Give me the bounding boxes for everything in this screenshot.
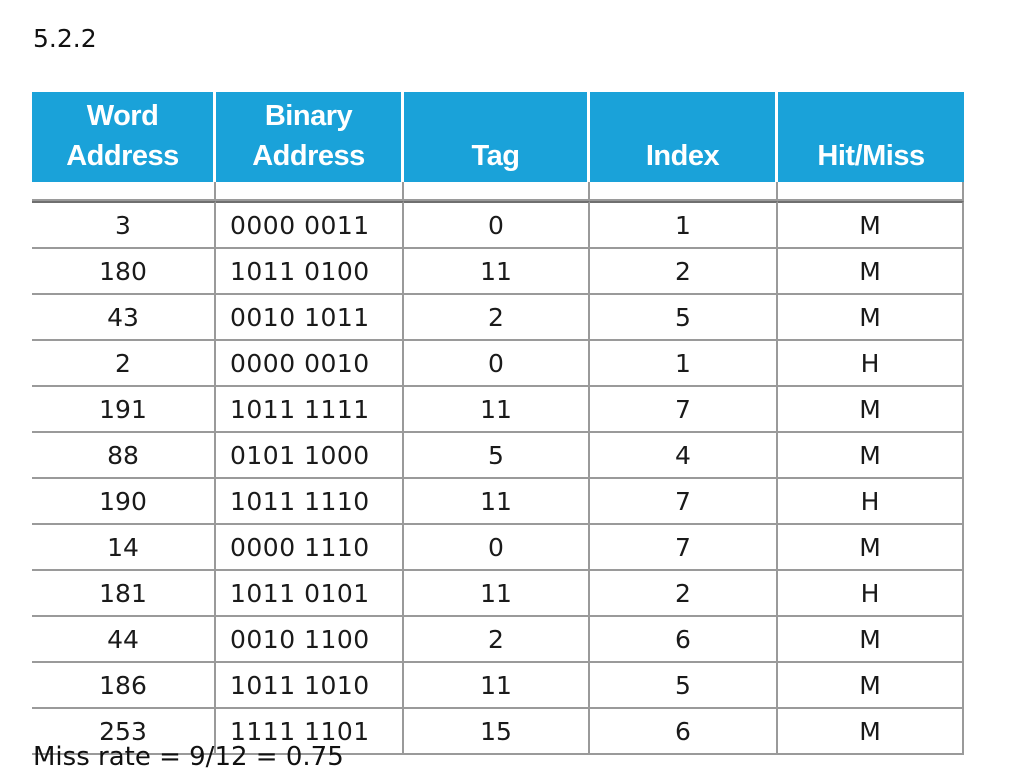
cell-binary-address: 0010 1011 bbox=[216, 295, 404, 341]
cell-word-address: 181 bbox=[32, 571, 216, 617]
table-body: 3 0000 0011 0 1 M 180 1011 0100 11 2 M 43 0010 1011… bbox=[32, 182, 964, 755]
header-index: Index bbox=[590, 92, 778, 182]
cell-hit-miss: M bbox=[778, 709, 964, 755]
cell-index: 6 bbox=[590, 709, 778, 755]
cell-hit-miss: M bbox=[778, 295, 964, 341]
miss-rate-summary: Miss rate = 9/12 = 0.75 bbox=[33, 742, 344, 772]
cell-tag: 2 bbox=[404, 617, 590, 663]
cell-hit-miss: M bbox=[778, 663, 964, 709]
cell-word-address: 190 bbox=[32, 479, 216, 525]
header-hit-miss: Hit/Miss bbox=[778, 92, 964, 182]
table-row: 190 1011 1110 11 7 H bbox=[32, 479, 964, 525]
cell-word-address: 2 bbox=[32, 341, 216, 387]
table-row: 43 0010 1011 2 5 M bbox=[32, 295, 964, 341]
cell-index: 7 bbox=[590, 479, 778, 525]
cell-hit-miss: M bbox=[778, 249, 964, 295]
cell-index: 7 bbox=[590, 525, 778, 571]
cell-word-address: 43 bbox=[32, 295, 216, 341]
cell-hit-miss: M bbox=[778, 433, 964, 479]
cell-word-address: 88 bbox=[32, 433, 216, 479]
cell-tag: 15 bbox=[404, 709, 590, 755]
table-header: Word Address Binary Address Tag Index Hi… bbox=[32, 92, 964, 182]
cell-hit-miss: M bbox=[778, 617, 964, 663]
cell-index: 2 bbox=[590, 249, 778, 295]
table-row: 3 0000 0011 0 1 M bbox=[32, 201, 964, 249]
spacer-cell bbox=[32, 182, 216, 201]
cell-hit-miss: H bbox=[778, 341, 964, 387]
cell-word-address: 191 bbox=[32, 387, 216, 433]
spacer-cell bbox=[216, 182, 404, 201]
cache-trace-table-container: Word Address Binary Address Tag Index Hi… bbox=[32, 92, 964, 755]
table-row: 44 0010 1100 2 6 M bbox=[32, 617, 964, 663]
cell-binary-address: 0000 1110 bbox=[216, 525, 404, 571]
spacer-cell bbox=[778, 182, 964, 201]
header-line: Word bbox=[86, 100, 159, 132]
cell-tag: 11 bbox=[404, 663, 590, 709]
section-label: 5.2.2 bbox=[33, 24, 97, 53]
cell-tag: 2 bbox=[404, 295, 590, 341]
cell-hit-miss: M bbox=[778, 387, 964, 433]
cell-binary-address: 1011 1010 bbox=[216, 663, 404, 709]
table-row: 181 1011 0101 11 2 H bbox=[32, 571, 964, 617]
cell-hit-miss: M bbox=[778, 201, 964, 249]
header-tag: Tag bbox=[404, 92, 590, 182]
table-row: 180 1011 0100 11 2 M bbox=[32, 249, 964, 295]
cell-binary-address: 0000 0010 bbox=[216, 341, 404, 387]
cell-binary-address: 0101 1000 bbox=[216, 433, 404, 479]
header-binary-address: Binary Address bbox=[216, 92, 404, 182]
cell-word-address: 3 bbox=[32, 201, 216, 249]
cell-tag: 11 bbox=[404, 387, 590, 433]
cell-word-address: 180 bbox=[32, 249, 216, 295]
header-line: Address bbox=[252, 140, 365, 172]
cell-hit-miss: H bbox=[778, 479, 964, 525]
spacer-cell bbox=[404, 182, 590, 201]
table-row: 191 1011 1111 11 7 M bbox=[32, 387, 964, 433]
cell-tag: 0 bbox=[404, 341, 590, 387]
cell-word-address: 14 bbox=[32, 525, 216, 571]
header-line: Tag bbox=[471, 140, 520, 172]
spacer-cell bbox=[590, 182, 778, 201]
cell-tag: 11 bbox=[404, 249, 590, 295]
cell-binary-address: 1011 1111 bbox=[216, 387, 404, 433]
header-line: Address bbox=[66, 140, 179, 172]
table-row: 2 0000 0010 0 1 H bbox=[32, 341, 964, 387]
cell-tag: 0 bbox=[404, 525, 590, 571]
header-line: Binary bbox=[264, 100, 353, 132]
cell-index: 1 bbox=[590, 341, 778, 387]
cell-tag: 0 bbox=[404, 201, 590, 249]
header-line: Hit/Miss bbox=[817, 140, 925, 172]
cell-binary-address: 0010 1100 bbox=[216, 617, 404, 663]
cell-tag: 11 bbox=[404, 479, 590, 525]
cell-index: 2 bbox=[590, 571, 778, 617]
table-row: 14 0000 1110 0 7 M bbox=[32, 525, 964, 571]
cell-word-address: 253 bbox=[32, 709, 216, 755]
header-spacer-row bbox=[32, 182, 964, 201]
table-row: 186 1011 1010 11 5 M bbox=[32, 663, 964, 709]
cell-index: 5 bbox=[590, 663, 778, 709]
cell-index: 4 bbox=[590, 433, 778, 479]
cell-binary-address: 1011 0101 bbox=[216, 571, 404, 617]
cell-binary-address: 1011 0100 bbox=[216, 249, 404, 295]
table-row: 88 0101 1000 5 4 M bbox=[32, 433, 964, 479]
cell-tag: 11 bbox=[404, 571, 590, 617]
cell-binary-address: 0000 0011 bbox=[216, 201, 404, 249]
cell-word-address: 186 bbox=[32, 663, 216, 709]
cell-hit-miss: H bbox=[778, 571, 964, 617]
cell-index: 6 bbox=[590, 617, 778, 663]
cell-word-address: 44 bbox=[32, 617, 216, 663]
cell-binary-address: 1011 1110 bbox=[216, 479, 404, 525]
header-word-address: Word Address bbox=[32, 92, 216, 182]
cell-binary-address: 1111 1101 bbox=[216, 709, 404, 755]
cell-index: 5 bbox=[590, 295, 778, 341]
cell-hit-miss: M bbox=[778, 525, 964, 571]
cell-index: 7 bbox=[590, 387, 778, 433]
cell-tag: 5 bbox=[404, 433, 590, 479]
cell-index: 1 bbox=[590, 201, 778, 249]
cache-trace-table: Word Address Binary Address Tag Index Hi… bbox=[32, 92, 964, 755]
table-row: 253 1111 1101 15 6 M bbox=[32, 709, 964, 755]
header-line: Index bbox=[645, 140, 720, 172]
